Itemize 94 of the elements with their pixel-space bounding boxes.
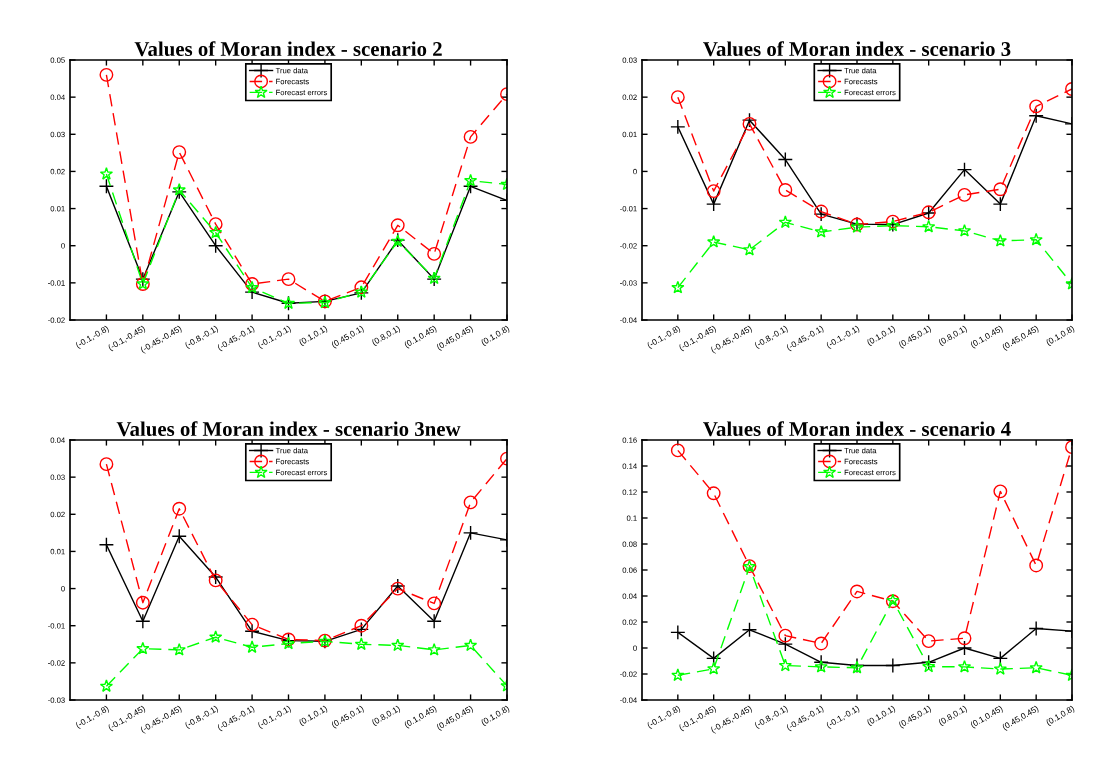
point	[463, 129, 478, 144]
point	[1028, 108, 1044, 124]
point	[707, 235, 721, 248]
point	[427, 596, 442, 611]
point	[391, 638, 405, 652]
point	[172, 145, 187, 160]
point	[463, 495, 478, 510]
chart-title: Values of Moran index - scenario 3new	[116, 421, 461, 437]
point	[813, 654, 829, 670]
point	[281, 636, 296, 650]
point	[993, 484, 1008, 499]
point	[172, 183, 186, 196]
point	[171, 528, 187, 544]
point	[462, 178, 479, 194]
point	[208, 238, 224, 254]
point	[463, 638, 478, 652]
point	[99, 457, 114, 472]
point	[778, 628, 793, 643]
point	[172, 642, 186, 656]
point	[957, 187, 972, 202]
point	[706, 486, 721, 501]
point	[245, 640, 259, 654]
chart-title: Values of Moran index - scenario 4	[703, 421, 1011, 437]
point	[427, 246, 442, 261]
point	[99, 679, 114, 693]
point	[670, 119, 686, 135]
point	[993, 662, 1007, 675]
point	[921, 654, 937, 670]
point	[957, 631, 972, 646]
point	[778, 183, 793, 197]
point	[706, 196, 722, 212]
point	[281, 272, 296, 287]
chart-title: Values of Moran index - scenario 3	[703, 41, 1011, 57]
point	[390, 218, 405, 233]
point	[463, 173, 478, 187]
point	[354, 618, 369, 633]
point	[208, 573, 223, 588]
point	[244, 623, 260, 639]
point	[209, 630, 223, 643]
point	[956, 161, 973, 178]
point	[98, 178, 115, 194]
point	[670, 443, 685, 458]
point	[814, 225, 828, 238]
point	[353, 621, 369, 638]
point	[670, 90, 685, 105]
point	[209, 225, 223, 239]
point	[922, 659, 936, 673]
point	[98, 537, 115, 553]
point	[706, 184, 721, 199]
point	[245, 617, 260, 632]
point	[670, 624, 686, 641]
point	[172, 501, 187, 516]
point	[993, 233, 1007, 247]
point	[993, 182, 1008, 197]
chart-title: Values of Moran index - scenario 2	[134, 41, 442, 57]
point	[957, 659, 972, 673]
point	[814, 636, 829, 651]
point	[957, 223, 972, 237]
point	[778, 658, 792, 672]
point	[707, 661, 721, 675]
point	[1029, 232, 1043, 246]
point	[777, 636, 793, 652]
point	[208, 569, 224, 585]
point	[1029, 660, 1043, 674]
point	[850, 584, 864, 599]
point	[922, 219, 936, 233]
point	[814, 659, 828, 673]
point	[956, 640, 973, 656]
point	[921, 634, 936, 649]
point	[135, 613, 151, 629]
point	[885, 657, 901, 674]
point	[742, 116, 757, 131]
point	[885, 214, 900, 229]
point	[741, 622, 758, 638]
point	[741, 112, 758, 128]
point	[99, 67, 114, 82]
point	[135, 595, 150, 610]
point	[1029, 99, 1044, 114]
point	[99, 167, 114, 180]
point	[462, 525, 479, 541]
point	[426, 613, 442, 629]
point	[671, 668, 685, 682]
point	[778, 215, 792, 229]
point	[208, 217, 223, 232]
point	[136, 641, 150, 655]
point	[1028, 620, 1044, 637]
point	[742, 242, 757, 256]
point	[777, 151, 793, 168]
point	[354, 637, 368, 651]
point	[992, 196, 1008, 212]
point	[354, 280, 369, 295]
point	[1029, 558, 1044, 573]
point	[427, 642, 441, 656]
point	[671, 280, 685, 294]
